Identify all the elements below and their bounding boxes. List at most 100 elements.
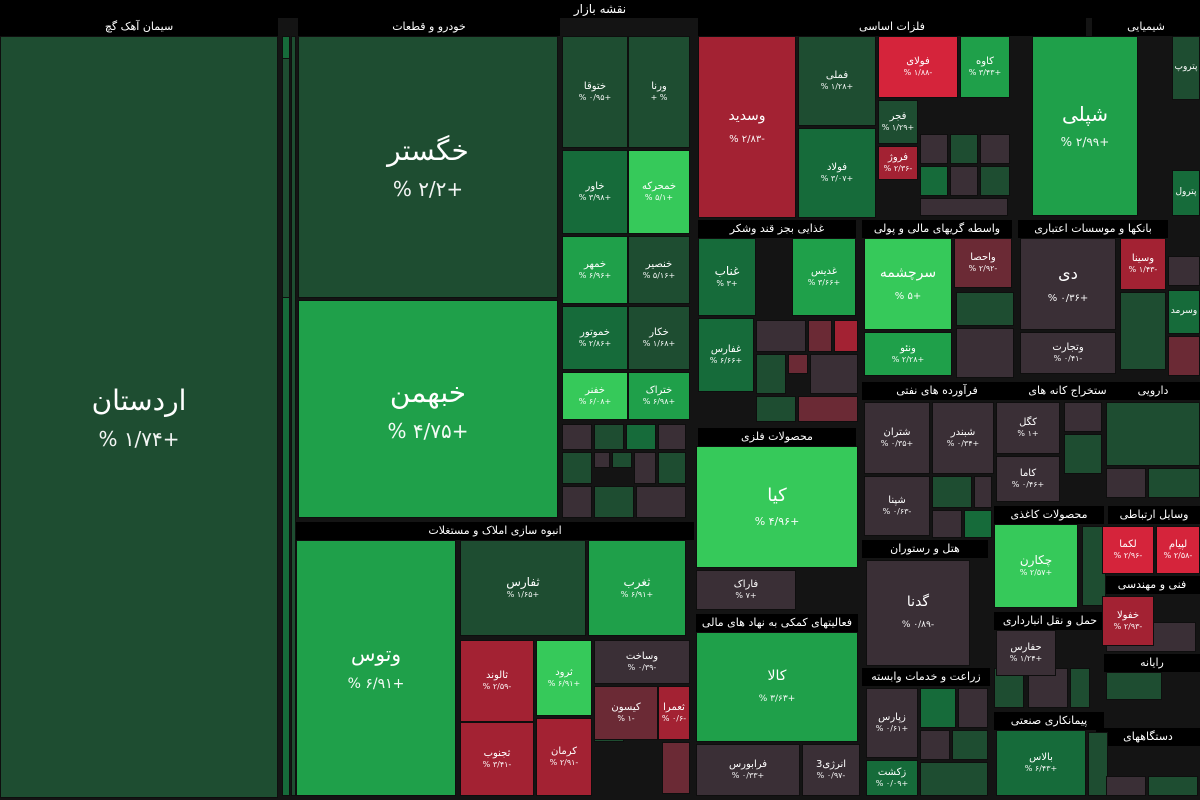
treemap-cell[interactable]: گدنا -۰/۸۹ % — [866, 560, 970, 666]
treemap-cell-unlabeled[interactable] — [291, 36, 296, 796]
treemap-cell[interactable]: پتروپ — [1172, 36, 1200, 100]
treemap-cell[interactable]: اردستان +۱/۷۴ % — [0, 36, 278, 798]
treemap-cell-unlabeled[interactable] — [282, 58, 290, 298]
treemap-cell[interactable]: حفارس +۱/۲۴ % — [996, 630, 1056, 676]
treemap-cell-unlabeled[interactable] — [1088, 732, 1108, 796]
treemap-cell[interactable]: خنصیر +۵/۱۶ % — [628, 236, 690, 304]
treemap-cell[interactable]: ثالوند -۲/۵۹ % — [460, 640, 534, 722]
treemap-cell[interactable]: خگستر +۲/۲ % — [298, 36, 558, 298]
treemap-cell[interactable]: واحصا -۲/۹۲ % — [954, 238, 1012, 288]
treemap-cell-unlabeled[interactable] — [658, 452, 686, 484]
treemap-cell[interactable]: ختراک +۶/۹۸ % — [628, 372, 690, 420]
treemap-cell-unlabeled[interactable] — [834, 320, 858, 352]
treemap-cell[interactable]: کیسون -۱ % — [594, 686, 658, 740]
treemap-cell[interactable]: لکما -۲/۹۶ % — [1102, 526, 1154, 574]
treemap-cell-unlabeled[interactable] — [932, 510, 962, 538]
treemap-cell[interactable]: ورنا% + — [628, 36, 690, 148]
treemap-cell-unlabeled[interactable] — [952, 730, 988, 760]
treemap-cell-unlabeled[interactable] — [920, 198, 1008, 216]
treemap-cell-unlabeled[interactable] — [562, 424, 592, 450]
treemap-cell-unlabeled[interactable] — [756, 396, 796, 422]
treemap-cell-unlabeled[interactable] — [562, 452, 592, 484]
treemap-cell[interactable]: وسینا -۱/۴۳ % — [1120, 238, 1166, 290]
treemap-cell[interactable]: ونئو +۲/۲۸ % — [864, 332, 952, 376]
treemap-cell[interactable]: زپارس +۰/۶۱ % — [866, 688, 918, 758]
treemap-cell-unlabeled[interactable] — [956, 328, 1014, 378]
treemap-cell[interactable]: پترول — [1172, 170, 1200, 216]
treemap-cell[interactable]: شبندر +۰/۳۴ % — [932, 402, 994, 474]
treemap-cell[interactable]: وتجارت -۰/۴۱ % — [1020, 332, 1116, 374]
treemap-cell-unlabeled[interactable] — [1148, 468, 1200, 498]
treemap-cell-unlabeled[interactable] — [756, 354, 786, 394]
treemap-cell-unlabeled[interactable] — [956, 292, 1014, 326]
treemap-cell-unlabeled[interactable] — [920, 166, 948, 196]
treemap-cell[interactable]: دی +۰/۳۶ % — [1020, 238, 1116, 330]
treemap-cell[interactable]: خکار +۱/۶۸ % — [628, 306, 690, 370]
treemap-cell[interactable]: ثعمرا -۰/۶ % — [658, 686, 690, 740]
treemap-cell-unlabeled[interactable] — [1064, 402, 1102, 432]
treemap-cell[interactable]: خموتور +۲/۸۶ % — [562, 306, 628, 370]
treemap-cell-unlabeled[interactable] — [980, 166, 1010, 196]
treemap-cell[interactable]: سرچشمه +۵ % — [864, 238, 952, 330]
treemap-cell-unlabeled[interactable] — [788, 354, 808, 374]
treemap-cell[interactable]: زکشت +۰/۰۹ % — [866, 760, 918, 796]
treemap-cell-unlabeled[interactable] — [920, 762, 988, 796]
treemap-cell[interactable]: خفولا -۲/۹۳ % — [1102, 596, 1154, 646]
treemap-cell-unlabeled[interactable] — [634, 452, 656, 484]
treemap-cell[interactable]: فولاد +۳/۰۷ % — [798, 128, 876, 218]
treemap-cell[interactable]: بالاس +۶/۴۳ % — [996, 730, 1086, 796]
treemap-cell[interactable]: ثرود +۶/۹۱ % — [536, 640, 592, 716]
treemap-cell-unlabeled[interactable] — [1070, 668, 1090, 708]
treemap-cell-unlabeled[interactable] — [920, 688, 956, 728]
treemap-cell-unlabeled[interactable] — [1106, 776, 1146, 796]
treemap-cell-unlabeled[interactable] — [958, 688, 988, 728]
treemap-cell-unlabeled[interactable] — [950, 166, 978, 196]
treemap-cell-unlabeled[interactable] — [1106, 468, 1146, 498]
treemap-cell[interactable]: کگل +۱ % — [996, 402, 1060, 454]
treemap-cell[interactable]: وسرمد — [1168, 290, 1200, 334]
treemap-cell-unlabeled[interactable] — [594, 452, 610, 468]
treemap-cell-unlabeled[interactable] — [808, 320, 832, 352]
treemap-cell-unlabeled[interactable] — [964, 510, 992, 538]
treemap-cell-unlabeled[interactable] — [756, 320, 806, 352]
treemap-cell-unlabeled[interactable] — [626, 424, 656, 450]
treemap-cell-unlabeled[interactable] — [974, 476, 992, 508]
treemap-cell-unlabeled[interactable] — [980, 134, 1010, 164]
treemap-cell[interactable]: لپیام -۲/۵۸ % — [1156, 526, 1200, 574]
treemap-cell[interactable]: خمحرکه +۵/۱ % — [628, 150, 690, 234]
treemap-cell-unlabeled[interactable] — [636, 486, 686, 518]
treemap-cell[interactable]: فرابورس +۰/۳۳ % — [696, 744, 800, 796]
treemap-cell[interactable]: شتران +۰/۳۵ % — [864, 402, 930, 474]
treemap-cell[interactable]: فملی +۱/۲۸ % — [798, 36, 876, 126]
treemap-cell-unlabeled[interactable] — [594, 424, 624, 450]
treemap-cell[interactable]: ختوقا +۰/۹۵ % — [562, 36, 628, 148]
treemap-cell-unlabeled[interactable] — [1120, 292, 1166, 370]
treemap-cell[interactable]: فولای -۱/۸۸ % — [878, 36, 958, 98]
treemap-cell[interactable]: غدیس +۳/۶۶ % — [792, 238, 856, 316]
treemap-cell-unlabeled[interactable] — [932, 476, 972, 508]
treemap-cell[interactable]: انرژی3 -۰/۹۷ % — [802, 744, 860, 796]
treemap-cell-unlabeled[interactable] — [594, 486, 634, 518]
treemap-cell-unlabeled[interactable] — [282, 36, 290, 796]
treemap-cell[interactable]: ثجنوب -۳/۴۱ % — [460, 722, 534, 796]
treemap-cell[interactable]: کاما +۰/۴۶ % — [996, 456, 1060, 502]
treemap-cell[interactable]: کیا +۴/۹۶ % — [696, 446, 858, 568]
treemap-cell[interactable]: خفنر +۶/۰۸ % — [562, 372, 628, 420]
treemap-cell[interactable]: چکارن +۲/۵۷ % — [994, 524, 1078, 608]
treemap-cell[interactable]: فروژ -۲/۳۶ % — [878, 146, 918, 180]
treemap-cell[interactable]: کالا +۳/۶۳ % — [696, 632, 858, 742]
treemap-cell-unlabeled[interactable] — [798, 396, 858, 422]
treemap-cell-unlabeled[interactable] — [1064, 434, 1102, 474]
treemap-cell[interactable]: کرمان -۲/۹۱ % — [536, 718, 592, 796]
treemap-cell[interactable]: خبهمن +۴/۷۵ % — [298, 300, 558, 518]
treemap-cell[interactable]: غناب +۳ % — [698, 238, 756, 316]
treemap-cell[interactable]: کاوه +۳/۴۳ % — [960, 36, 1010, 98]
treemap-cell[interactable]: وسدید -۲/۸۳ % — [698, 36, 796, 218]
treemap-cell-unlabeled[interactable] — [1168, 336, 1200, 376]
treemap-cell-unlabeled[interactable] — [658, 424, 686, 450]
treemap-cell-unlabeled[interactable] — [562, 486, 592, 518]
treemap-cell[interactable]: خاور +۳/۹۸ % — [562, 150, 628, 234]
treemap-cell[interactable]: شپلی +۲/۹۹ % — [1032, 36, 1138, 216]
treemap-cell-unlabeled[interactable] — [1106, 402, 1200, 466]
treemap-cell[interactable]: شپنا -۰/۶۳ % — [864, 476, 930, 536]
